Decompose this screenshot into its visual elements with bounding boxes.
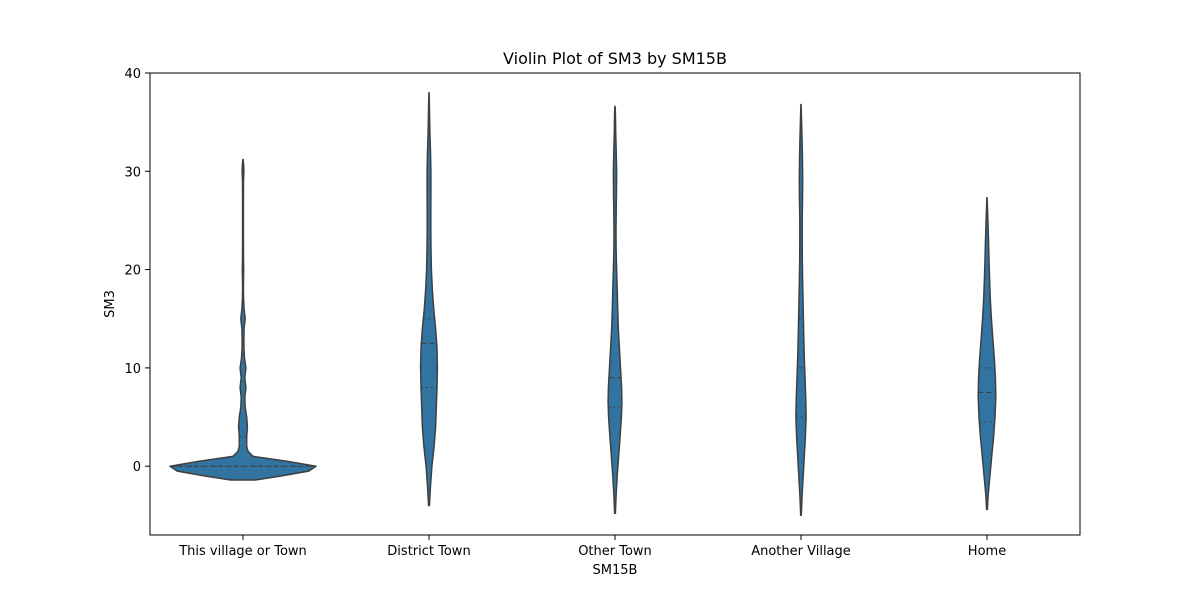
y-tick-label: 10 (124, 362, 141, 377)
violins-layer (169, 91, 997, 517)
y-tick-label: 40 (124, 67, 141, 82)
violin-district-town (419, 91, 439, 507)
x-axis-label: SM15B (593, 563, 638, 578)
violin-other-town (607, 105, 623, 515)
x-tick-label: Other Town (578, 544, 652, 559)
violin-body (419, 91, 439, 507)
y-tick-label: 0 (133, 460, 141, 475)
y-axis-label: SM3 (103, 290, 118, 318)
y-tick-label: 30 (124, 165, 141, 180)
y-tick-label: 20 (124, 264, 141, 279)
violin-body (169, 158, 317, 481)
violin-this-village-or-town (169, 158, 317, 481)
x-tick-label: Another Village (751, 544, 851, 559)
x-tick-label: This village or Town (178, 544, 307, 559)
violin-body (607, 105, 623, 515)
y-axis: 0 10 20 30 40 (124, 67, 150, 475)
x-tick-label: Home (968, 544, 1006, 559)
violin-home (977, 197, 997, 511)
x-tick-label: District Town (387, 544, 470, 559)
x-axis: This village or Town District Town Other T… (178, 535, 1006, 559)
violin-body (795, 103, 807, 517)
violin-body (977, 197, 997, 511)
chart-title: Violin Plot of SM3 by SM15B (503, 49, 727, 68)
violin-another-village (795, 103, 807, 517)
